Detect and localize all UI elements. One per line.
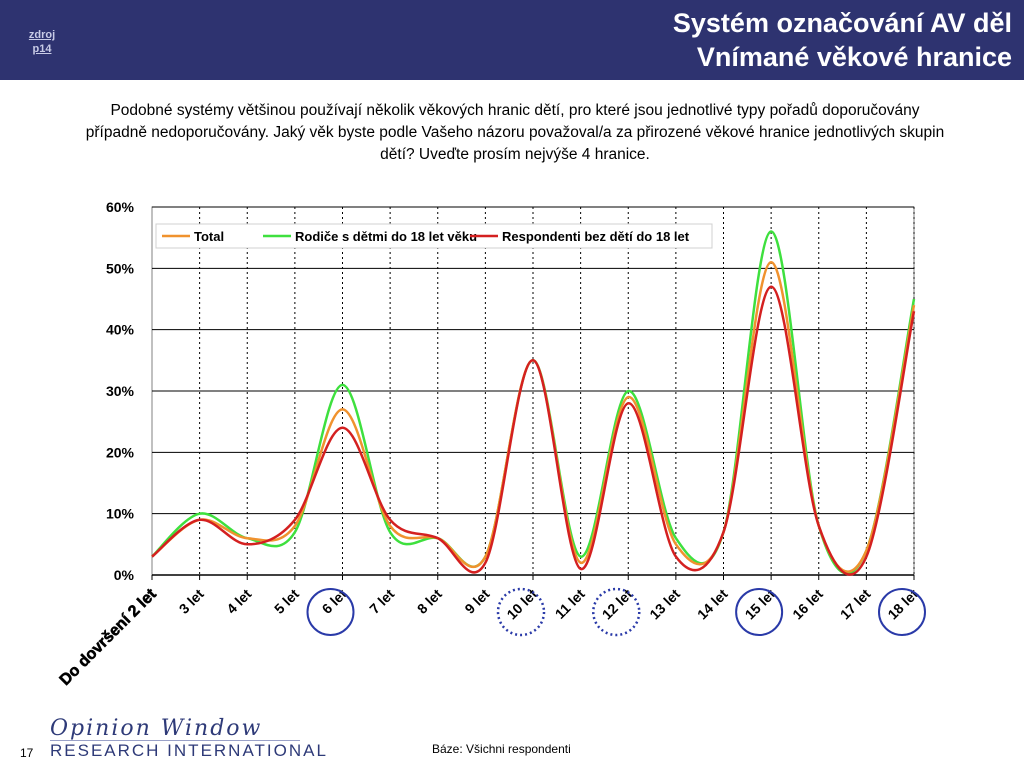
logo: Opinion Window RESEARCH INTERNATIONAL bbox=[50, 716, 328, 762]
x-tick-label: 13 let bbox=[646, 586, 683, 623]
series-line-2 bbox=[151, 285, 916, 576]
x-tick-label: 5 let bbox=[271, 586, 302, 617]
logo-divider bbox=[50, 740, 300, 741]
highlight-circle bbox=[735, 588, 784, 636]
survey-question: Podobné systémy většinou používají někol… bbox=[85, 102, 945, 163]
page-title: Systém označování AV děl Vnímané věkové … bbox=[673, 6, 1012, 74]
highlight-circle bbox=[878, 588, 926, 636]
x-tick-label: 4 let bbox=[223, 586, 254, 617]
base-note: Báze: Všichni respondenti bbox=[432, 742, 571, 756]
source-link[interactable]: zdroj p14 bbox=[22, 28, 62, 56]
line-chart: 0% 10% 20% 30% 40% 50% 60% Total Rodiče s dětmi … bbox=[56, 199, 926, 689]
x-tick-label: 16 let bbox=[789, 586, 826, 623]
y-tick-label: 60% bbox=[106, 199, 135, 215]
x-tick-label: 8 let bbox=[414, 586, 445, 617]
page-title-line2: Vnímané věkové hranice bbox=[696, 42, 1012, 72]
y-tick-label: 30% bbox=[106, 383, 135, 399]
legend-label: Respondenti bez dětí do 18 let bbox=[502, 229, 690, 244]
highlight-circle bbox=[496, 587, 546, 637]
x-tick-label: 11 let bbox=[552, 586, 588, 622]
y-tick-label: 10% bbox=[106, 506, 135, 522]
logo-opinion-window: Opinion Window bbox=[50, 716, 263, 741]
x-tick-label: 3 let bbox=[176, 586, 207, 617]
legend-label: Total bbox=[194, 229, 224, 244]
header-bar: zdroj p14 Systém označování AV děl Vníma… bbox=[0, 0, 1024, 80]
legend-label: Rodiče s dětmi do 18 let věku bbox=[295, 229, 477, 244]
legend bbox=[155, 223, 713, 249]
logo-research-international: RESEARCH INTERNATIONAL bbox=[50, 741, 328, 760]
x-tick-label: 18 let bbox=[884, 586, 921, 623]
source-link-line1[interactable]: zdroj bbox=[28, 29, 56, 41]
highlight-circle bbox=[592, 587, 641, 637]
x-tick-label: 15 let bbox=[742, 586, 779, 623]
y-tick-label: 50% bbox=[106, 260, 135, 276]
x-tick-label: Do dovršení 2 let bbox=[57, 585, 161, 689]
y-tick-label: 40% bbox=[106, 322, 135, 338]
source-link-line2[interactable]: p14 bbox=[32, 43, 52, 55]
x-tick-label: 17 let bbox=[837, 586, 874, 623]
series-line-0 bbox=[151, 260, 916, 573]
series-line-1 bbox=[151, 230, 916, 575]
x-tick-label: 9 let bbox=[461, 586, 492, 617]
page-title-line1: Systém označování AV děl bbox=[672, 8, 1012, 38]
highlight-circle bbox=[306, 588, 355, 636]
x-tick-label: 14 let bbox=[694, 586, 731, 623]
y-tick-label: 20% bbox=[106, 444, 135, 460]
page-number: 17 bbox=[20, 746, 34, 760]
x-tick-label: 7 let bbox=[366, 586, 397, 617]
y-tick-label: 0% bbox=[114, 567, 135, 583]
